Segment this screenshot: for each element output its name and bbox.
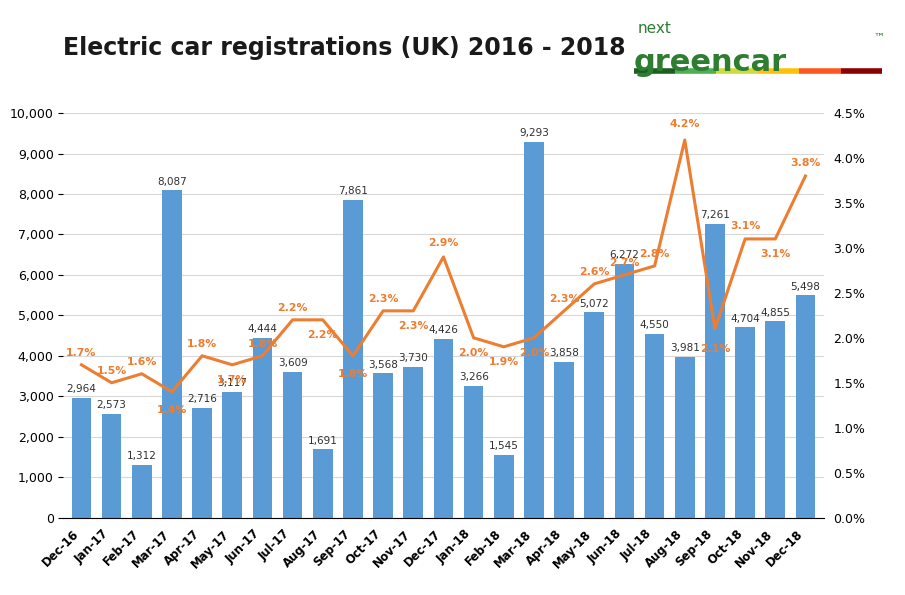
Bar [795,295,815,518]
Text: 2.3%: 2.3% [367,294,398,304]
Bar [373,373,393,518]
Bar [735,327,755,518]
Text: 1.7%: 1.7% [66,348,97,358]
Text: 3,266: 3,266 [459,372,489,382]
Text: 3,609: 3,609 [278,358,308,368]
Bar [132,465,152,518]
Bar [766,321,786,518]
Bar [252,338,272,518]
Text: 8,087: 8,087 [157,177,186,187]
Text: 2.8%: 2.8% [640,249,670,259]
Bar [644,334,664,518]
Text: 6,272: 6,272 [609,250,640,260]
Bar [192,408,212,518]
Text: 3,117: 3,117 [217,378,247,388]
Text: 3.8%: 3.8% [790,158,821,168]
Text: 1,691: 1,691 [308,436,338,446]
Bar [524,142,544,518]
Text: 1.9%: 1.9% [489,357,519,367]
Bar [404,367,424,518]
Text: 9,293: 9,293 [519,128,549,138]
Bar [675,356,695,518]
Text: 4,550: 4,550 [640,320,670,330]
Bar [585,312,605,518]
Bar [282,372,302,518]
Text: 2.0%: 2.0% [519,348,549,358]
Text: 2,573: 2,573 [97,400,127,410]
Text: 2.2%: 2.2% [308,330,338,340]
Text: 1.7%: 1.7% [217,375,247,385]
Text: 1.8%: 1.8% [338,369,368,379]
Text: 2.0%: 2.0% [459,348,489,358]
Bar [494,455,514,518]
Bar [313,449,332,518]
Text: 2,716: 2,716 [187,394,217,404]
Text: 2.2%: 2.2% [277,303,308,313]
Bar [705,224,725,518]
Text: 4,704: 4,704 [730,314,760,324]
Text: 2.9%: 2.9% [428,237,459,248]
Text: 2.7%: 2.7% [609,258,640,268]
Text: 2.6%: 2.6% [579,267,610,277]
Text: 2.1%: 2.1% [700,344,730,353]
Text: Electric car registrations (UK) 2016 - 2018: Electric car registrations (UK) 2016 - 2… [63,36,626,60]
Text: 1.5%: 1.5% [97,366,127,376]
Text: 7,261: 7,261 [700,210,730,220]
Bar [223,392,243,518]
Text: 5,072: 5,072 [579,299,609,309]
Bar [343,199,363,518]
Text: 1.6%: 1.6% [127,357,157,367]
Text: 1.4%: 1.4% [157,405,187,415]
Text: 4,855: 4,855 [760,308,790,318]
Text: 4,444: 4,444 [247,324,278,334]
Text: 3.1%: 3.1% [730,221,760,231]
Text: 1,312: 1,312 [127,451,157,461]
Text: next: next [638,21,672,36]
Text: 3.1%: 3.1% [760,249,790,259]
Bar [554,362,574,518]
Text: 4.2%: 4.2% [670,119,700,129]
Bar [162,190,182,518]
Text: 4,426: 4,426 [428,325,459,335]
Text: 3,981: 3,981 [670,343,700,353]
Bar [463,386,483,518]
Text: greencar: greencar [634,48,786,77]
Text: 3,568: 3,568 [368,359,398,369]
Text: 1.8%: 1.8% [187,339,217,349]
Text: 7,861: 7,861 [338,186,368,196]
Bar [433,339,453,518]
Text: 2.3%: 2.3% [548,294,579,304]
Bar [71,397,91,518]
Text: 3,858: 3,858 [549,348,579,358]
Text: 1.8%: 1.8% [247,339,278,349]
Text: 3,730: 3,730 [398,353,428,363]
Text: ™: ™ [873,33,884,43]
Text: 1,545: 1,545 [489,441,519,452]
Text: 2,964: 2,964 [66,384,97,394]
Text: 2.3%: 2.3% [398,321,429,331]
Text: 5,498: 5,498 [790,281,821,292]
Bar [101,414,121,518]
Bar [614,264,634,518]
